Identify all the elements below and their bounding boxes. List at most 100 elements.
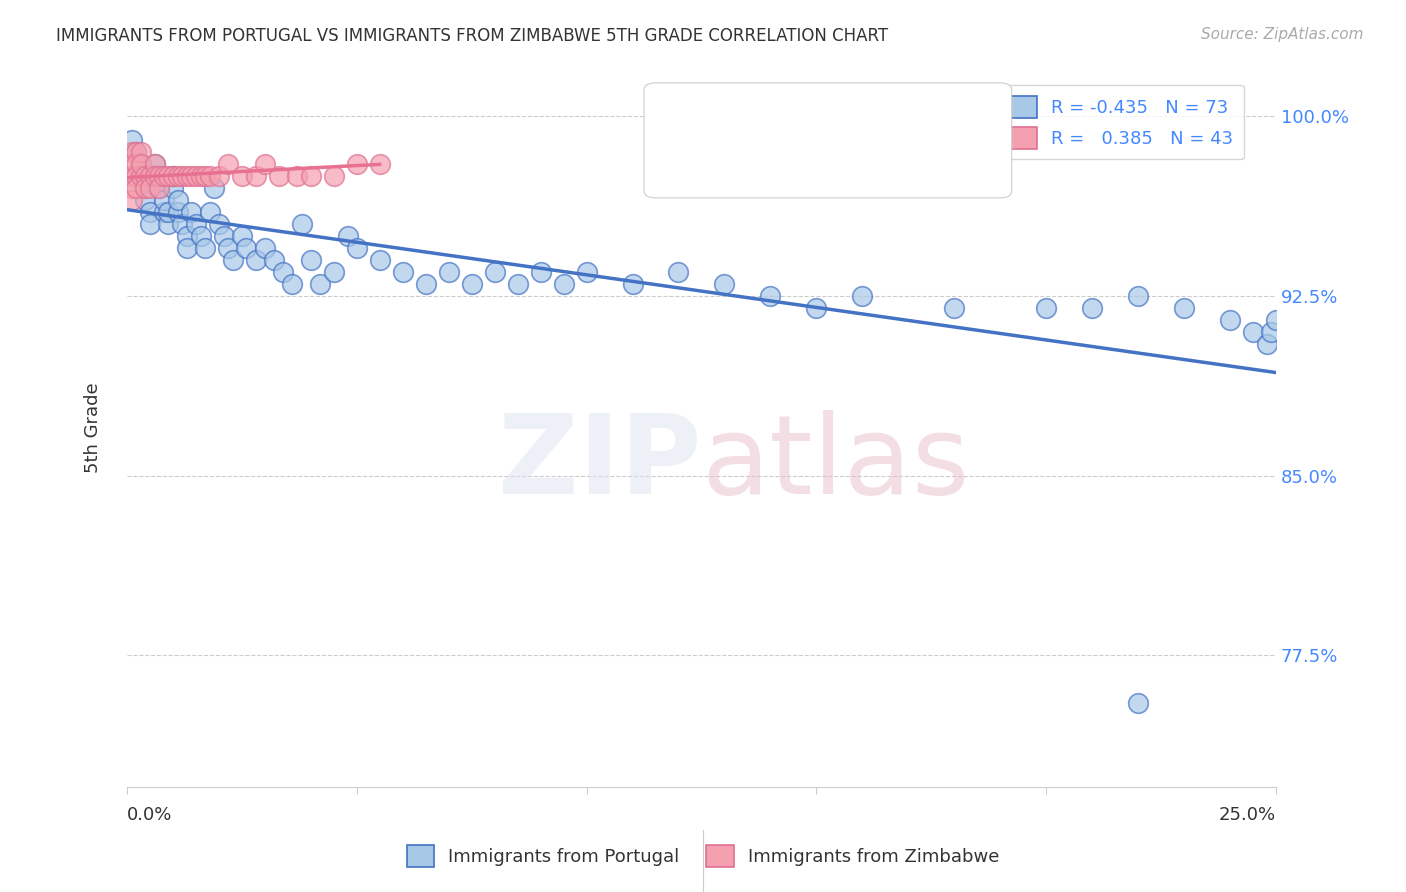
Point [166, 169, 188, 184]
Point [285, 169, 308, 184]
Point [291, 217, 314, 231]
Point [134, 181, 156, 195]
Point [897, 121, 920, 136]
Point [506, 277, 529, 292]
Point [157, 217, 180, 231]
Point [125, 145, 148, 160]
Point [125, 145, 148, 160]
Text: 5th Grade: 5th Grade [83, 383, 101, 473]
Point [1126, 289, 1149, 303]
Point [231, 229, 253, 244]
Point [121, 181, 143, 195]
Point [1173, 301, 1195, 315]
Point [553, 277, 575, 292]
Point [530, 265, 553, 279]
Point [162, 181, 184, 195]
Point [1126, 696, 1149, 710]
Point [194, 169, 217, 184]
Point [148, 169, 170, 184]
Point [121, 133, 143, 147]
Point [322, 169, 344, 184]
Legend: Immigrants from Portugal, Immigrants from Zimbabwe: Immigrants from Portugal, Immigrants fro… [399, 838, 1007, 874]
Point [1081, 301, 1104, 315]
Point [245, 169, 267, 184]
Point [157, 169, 180, 184]
Point [346, 241, 368, 255]
Point [1219, 313, 1241, 327]
Text: Source: ZipAtlas.com: Source: ZipAtlas.com [1201, 27, 1364, 42]
Point [759, 289, 782, 303]
FancyBboxPatch shape [644, 83, 1012, 198]
Point [253, 157, 276, 171]
Point [1241, 325, 1264, 339]
Point [415, 277, 437, 292]
Point [336, 229, 359, 244]
Point [222, 253, 245, 268]
Point [166, 205, 188, 219]
Point [575, 265, 598, 279]
Point [437, 265, 460, 279]
Point [143, 157, 166, 171]
Point [180, 205, 202, 219]
Point [125, 169, 148, 184]
Point [129, 157, 152, 171]
Point [148, 181, 170, 195]
Point [198, 205, 221, 219]
Point [129, 157, 152, 171]
Point [172, 217, 194, 231]
Legend: R = -0.435   N = 73, R =   0.385   N = 43: R = -0.435 N = 73, R = 0.385 N = 43 [998, 85, 1244, 160]
Point [263, 253, 285, 268]
Point [148, 169, 170, 184]
Point [190, 229, 212, 244]
Point [194, 241, 217, 255]
Point [148, 181, 170, 195]
Point [217, 157, 239, 171]
Point [851, 289, 873, 303]
Point [129, 169, 152, 184]
Point [309, 277, 332, 292]
Point [267, 169, 290, 184]
Point [198, 169, 221, 184]
Point [129, 169, 152, 184]
Point [271, 265, 294, 279]
Point [208, 169, 231, 184]
Point [143, 169, 166, 184]
Point [125, 181, 148, 195]
Point [208, 217, 231, 231]
Point [139, 217, 162, 231]
Point [166, 194, 188, 208]
Point [176, 241, 198, 255]
Point [125, 157, 148, 171]
Point [253, 241, 276, 255]
Point [121, 145, 143, 160]
Point [129, 145, 152, 160]
Point [1035, 301, 1057, 315]
Point [806, 301, 828, 315]
Point [139, 181, 162, 195]
Point [235, 241, 257, 255]
Text: 0.0%: 0.0% [127, 806, 173, 824]
Point [713, 277, 735, 292]
Point [184, 169, 207, 184]
Text: IMMIGRANTS FROM PORTUGAL VS IMMIGRANTS FROM ZIMBABWE 5TH GRADE CORRELATION CHART: IMMIGRANTS FROM PORTUGAL VS IMMIGRANTS F… [56, 27, 889, 45]
Point [391, 265, 413, 279]
Point [172, 169, 194, 184]
Point [139, 169, 162, 184]
Point [152, 194, 174, 208]
Point [176, 229, 198, 244]
Point [484, 265, 506, 279]
Point [1256, 337, 1278, 351]
Point [621, 277, 644, 292]
Point [134, 194, 156, 208]
Point [299, 253, 322, 268]
Point [121, 169, 143, 184]
Point [299, 169, 322, 184]
Point [346, 157, 368, 171]
Point [134, 169, 156, 184]
Point [184, 217, 207, 231]
Point [176, 169, 198, 184]
Point [281, 277, 304, 292]
Point [162, 169, 184, 184]
Text: ZIP: ZIP [498, 410, 702, 517]
Point [202, 181, 225, 195]
